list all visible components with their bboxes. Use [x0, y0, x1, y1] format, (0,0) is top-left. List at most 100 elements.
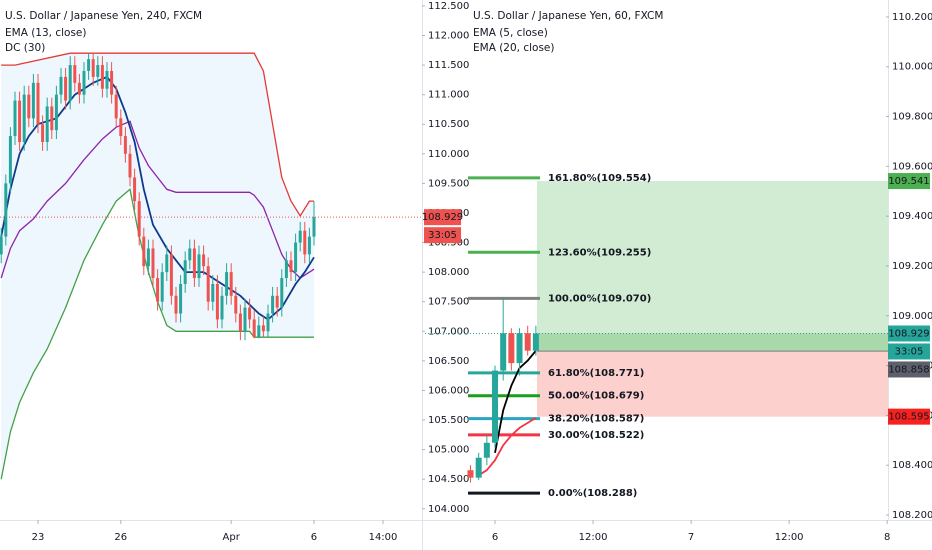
fib-label: 161.80%(109.554) — [548, 173, 651, 184]
price-tag-label: 109.541 — [888, 176, 929, 187]
y-tick-label: 106.500 — [428, 356, 469, 367]
y-tick-label: 110.200 — [892, 12, 932, 23]
x-tick-label: 14:00 — [369, 532, 398, 543]
candle-body — [160, 272, 164, 302]
fib-label: 100.00%(109.070) — [548, 293, 651, 304]
y-tick-label: 104.500 — [428, 474, 469, 485]
y-tick-label: 104.000 — [428, 504, 469, 515]
y-tick-label: 108.000 — [428, 267, 469, 278]
candle-body — [151, 248, 155, 279]
candle-body — [229, 272, 233, 296]
x-tick-label: 6 — [492, 532, 498, 543]
candle-body — [36, 82, 40, 125]
chart-title: U.S. Dollar / Japanese Yen, 240, FXCM — [5, 10, 202, 22]
candle-body — [307, 236, 311, 255]
price-tag-label: 108.929 — [888, 328, 929, 339]
candle-body — [524, 333, 531, 351]
candle-body — [41, 124, 45, 142]
candle-body — [146, 248, 150, 267]
candle-body — [532, 333, 539, 351]
candle-body — [211, 283, 215, 302]
candle-body — [271, 295, 275, 314]
countdown-label: 33:05 — [895, 346, 924, 357]
candle-body — [243, 307, 247, 332]
y-tick-label: 110.000 — [892, 62, 932, 73]
candle-body — [500, 333, 507, 371]
candle-body — [137, 201, 141, 237]
candle-body — [142, 236, 146, 267]
candle-body — [133, 177, 137, 202]
y-tick-label: 109.500 — [428, 178, 469, 189]
x-tick-label: 6 — [311, 532, 317, 543]
candle-body — [123, 136, 127, 154]
candle-body — [59, 76, 63, 95]
legend-entry: EMA (13, close) — [5, 27, 87, 39]
fib-label: 30.00%(108.522) — [548, 430, 644, 441]
legend-entry: EMA (5, close) — [473, 27, 548, 39]
candle-body — [289, 260, 293, 273]
x-tick-label: 12:00 — [579, 532, 608, 543]
legend-entry: EMA (20, close) — [473, 42, 555, 54]
y-tick-label: 107.500 — [428, 297, 469, 308]
candle-body — [82, 70, 86, 95]
y-tick-label: 108.400 — [892, 460, 932, 471]
y-tick-label: 105.000 — [428, 445, 469, 456]
candle-body — [257, 325, 261, 338]
candle-body — [275, 295, 279, 308]
x-tick-label: Apr — [223, 532, 241, 543]
countdown-tag — [424, 227, 461, 244]
candle-body — [87, 59, 91, 71]
candle-body — [31, 82, 35, 119]
countdown-tag — [888, 343, 930, 360]
y-tick-label: 109.800 — [892, 112, 932, 123]
fib-label: 61.80%(108.771) — [548, 368, 644, 379]
candle-body — [13, 100, 17, 137]
candle-body — [183, 260, 187, 284]
open-profit — [537, 333, 888, 352]
y-tick-label: 110.000 — [428, 149, 469, 160]
candle-body — [105, 70, 109, 89]
candle-body — [119, 118, 123, 137]
x-tick-label: 8 — [884, 532, 890, 543]
candle-body — [312, 217, 316, 237]
candle-body — [280, 278, 284, 308]
candle-body — [50, 106, 54, 131]
price-tag — [888, 361, 930, 378]
candle-body — [91, 59, 95, 77]
indicator-line — [478, 417, 537, 476]
candle-body — [197, 254, 201, 279]
candle-body — [294, 242, 298, 273]
candle-body — [215, 283, 219, 320]
x-tick-label: 23 — [32, 532, 45, 543]
candle-body — [220, 295, 224, 320]
candle-body — [27, 94, 31, 119]
x-tick-label: 26 — [114, 532, 127, 543]
candle-body — [248, 307, 252, 320]
x-tick-label: 12:00 — [775, 532, 804, 543]
candle-body — [110, 70, 114, 95]
fib-label: 123.60%(109.255) — [548, 247, 651, 258]
candle-body — [100, 65, 104, 89]
candle-body — [165, 254, 169, 273]
candle-body — [188, 248, 192, 261]
y-tick-label: 111.000 — [428, 90, 469, 101]
channel-fill — [1, 53, 314, 480]
price-tag-label: 108.595 — [888, 412, 929, 423]
candle-body — [4, 183, 8, 237]
channel-middle — [0, 120, 315, 279]
candle-body — [64, 76, 68, 101]
candle-body — [492, 370, 499, 443]
x-tick-label: 7 — [688, 532, 694, 543]
profit-zone — [537, 181, 888, 352]
candle-body — [483, 442, 490, 458]
candle-body — [303, 230, 307, 255]
y-tick-label: 109.600 — [892, 161, 932, 172]
candle-body — [234, 295, 238, 314]
fib-label: 0.00%(108.288) — [548, 488, 637, 499]
candle-body — [22, 94, 26, 142]
candle-body — [45, 106, 49, 142]
channel-upper — [1, 52, 314, 218]
price-tag — [424, 209, 461, 226]
candle-body — [475, 457, 482, 478]
y-tick-label: 112.500 — [428, 1, 469, 12]
